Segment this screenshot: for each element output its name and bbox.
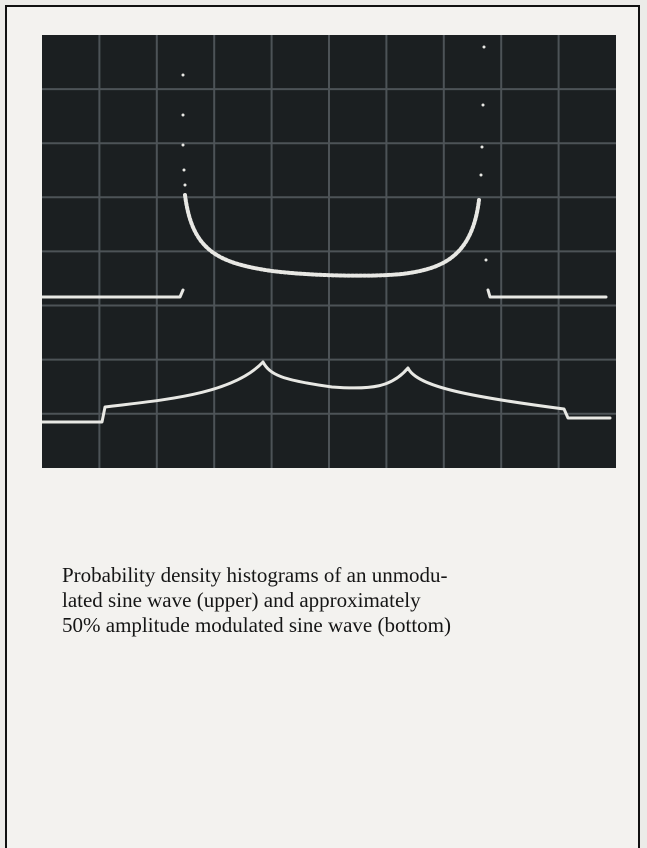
oscilloscope-photo [42, 35, 616, 468]
caption-line: 50% amplitude modulated sine wave (botto… [62, 613, 622, 638]
caption-line: lated sine wave (upper) and approximatel… [62, 588, 622, 613]
caption-line: Probability density histograms of an unm… [62, 563, 622, 588]
page: Probability density histograms of an unm… [0, 0, 647, 848]
caption: Probability density histograms of an unm… [62, 563, 622, 638]
